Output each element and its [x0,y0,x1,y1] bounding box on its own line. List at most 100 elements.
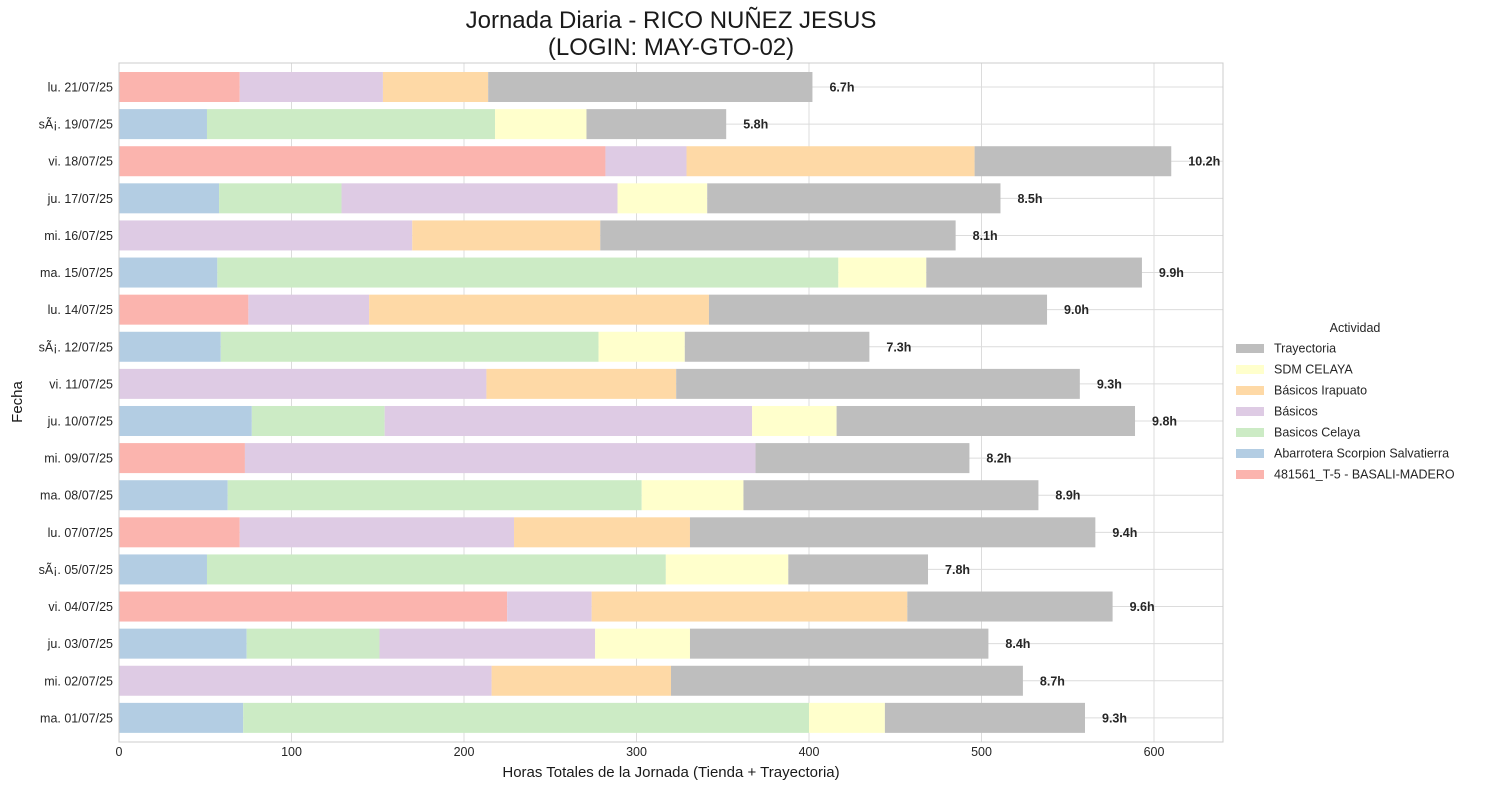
bar-segment [689,517,1096,548]
legend-entry: Básicos [1274,405,1318,419]
bar-segment [689,628,989,659]
bar-segment [412,220,601,251]
x-tick-labels: 0 100 200 300 400 500 600 [116,745,1165,759]
bar-segment [119,257,218,288]
bar-segment [507,591,592,622]
x-tick-label: 600 [1144,745,1165,759]
bar-segment [488,72,813,102]
legend-swatch [1236,386,1264,395]
x-axis-label: Horas Totales de la Jornada (Tienda + Tr… [502,764,839,781]
total-label: 5.8h [743,118,768,132]
chart-title: Jornada Diaria - RICO NUÑEZ JESUS [466,7,877,34]
y-tick-label: sÃ¡. 19/07/25 [39,118,113,132]
total-label: 8.1h [973,229,998,243]
bar-segment [809,702,885,733]
total-label: 8.7h [1040,674,1065,688]
bars-group [119,72,1172,733]
bar-segment [119,591,508,622]
y-tick-label: lu. 21/07/25 [48,81,113,95]
bar-segment [239,517,515,548]
bar-segment [491,665,671,696]
bar-segment [119,183,220,214]
bar-segment [600,220,956,251]
y-tick-label: vi. 11/07/25 [49,377,113,391]
bar-segment [119,405,252,436]
bar-segment [595,628,690,659]
legend-entry: Abarrotera Scorpion Salvatierra [1274,447,1449,461]
total-label: 8.2h [986,452,1011,466]
bar-segment [907,591,1113,622]
y-tick-label: vi. 18/07/25 [48,155,113,169]
total-label: 8.5h [1017,192,1042,206]
legend-swatch [1236,449,1264,458]
legend-swatch [1236,428,1264,437]
y-tick-label: ju. 10/07/25 [47,414,113,428]
bar-segment [251,405,385,436]
legend-entry: Básicos Irapuato [1274,384,1367,398]
legend-entry: Basicos Celaya [1274,426,1360,440]
total-label: 8.4h [1005,637,1030,651]
bar-segment [708,294,1048,325]
bar-segment [836,405,1136,436]
bar-segment [220,331,599,362]
bar-segment [617,183,708,214]
x-tick-label: 500 [971,745,992,759]
total-label: 6.7h [829,81,854,95]
y-tick-label: ma. 08/07/25 [40,489,113,503]
bar-segment [119,628,247,659]
bar-segment [119,702,244,733]
bar-segment [838,257,927,288]
bar-segment [206,554,666,585]
bar-segment [119,294,249,325]
bar-segment [119,220,413,251]
bar-segment [219,183,342,214]
legend-swatch [1236,470,1264,479]
bar-segment [641,480,744,511]
bar-segment [119,443,245,474]
bar-segment [239,72,383,102]
bar-segment [119,554,207,585]
x-tick-label: 100 [281,745,302,759]
bar-segment [243,702,809,733]
bar-segment [244,443,756,474]
bar-segment [684,331,870,362]
total-label: 9.3h [1097,377,1122,391]
bar-segment [686,146,975,177]
chart-subtitle: (LOGIN: MAY-GTO-02) [548,34,794,61]
legend-entry: Trayectoria [1274,342,1336,356]
bar-segment [119,517,240,548]
total-label: 9.6h [1130,600,1155,614]
bar-segment [382,72,489,102]
legend-swatch [1236,365,1264,374]
bar-segment [119,665,492,696]
bar-segment [514,517,690,548]
plot-frame [118,62,1224,743]
x-tick-label: 400 [799,745,820,759]
bar-segment [605,146,687,177]
bar-segment [665,554,789,585]
y-tick-label: mi. 16/07/25 [44,229,113,243]
bar-segment [884,702,1085,733]
x-tick-label: 300 [626,745,647,759]
bar-segment [743,480,1039,511]
bar-segment [227,480,642,511]
y-tick-label: vi. 04/07/25 [48,600,113,614]
bar-segment [379,628,596,659]
y-tick-label: ju. 03/07/25 [47,637,113,651]
bar-segment [217,257,839,288]
total-label: 7.3h [886,340,911,354]
bar-segment [495,109,587,140]
bar-segment [119,146,606,177]
bar-segment [755,443,970,474]
legend-swatch [1236,344,1264,353]
legend-entry: 481561_T-5 - BASALI-MADERO [1274,468,1455,482]
bar-segment [248,294,370,325]
legend-title: Actividad [1330,321,1381,335]
bar-segment [119,331,221,362]
y-tick-label: mi. 02/07/25 [44,674,113,688]
bar-segment [341,183,618,214]
bar-segment [119,72,240,102]
bar-segment [974,146,1172,177]
bar-segment [926,257,1142,288]
